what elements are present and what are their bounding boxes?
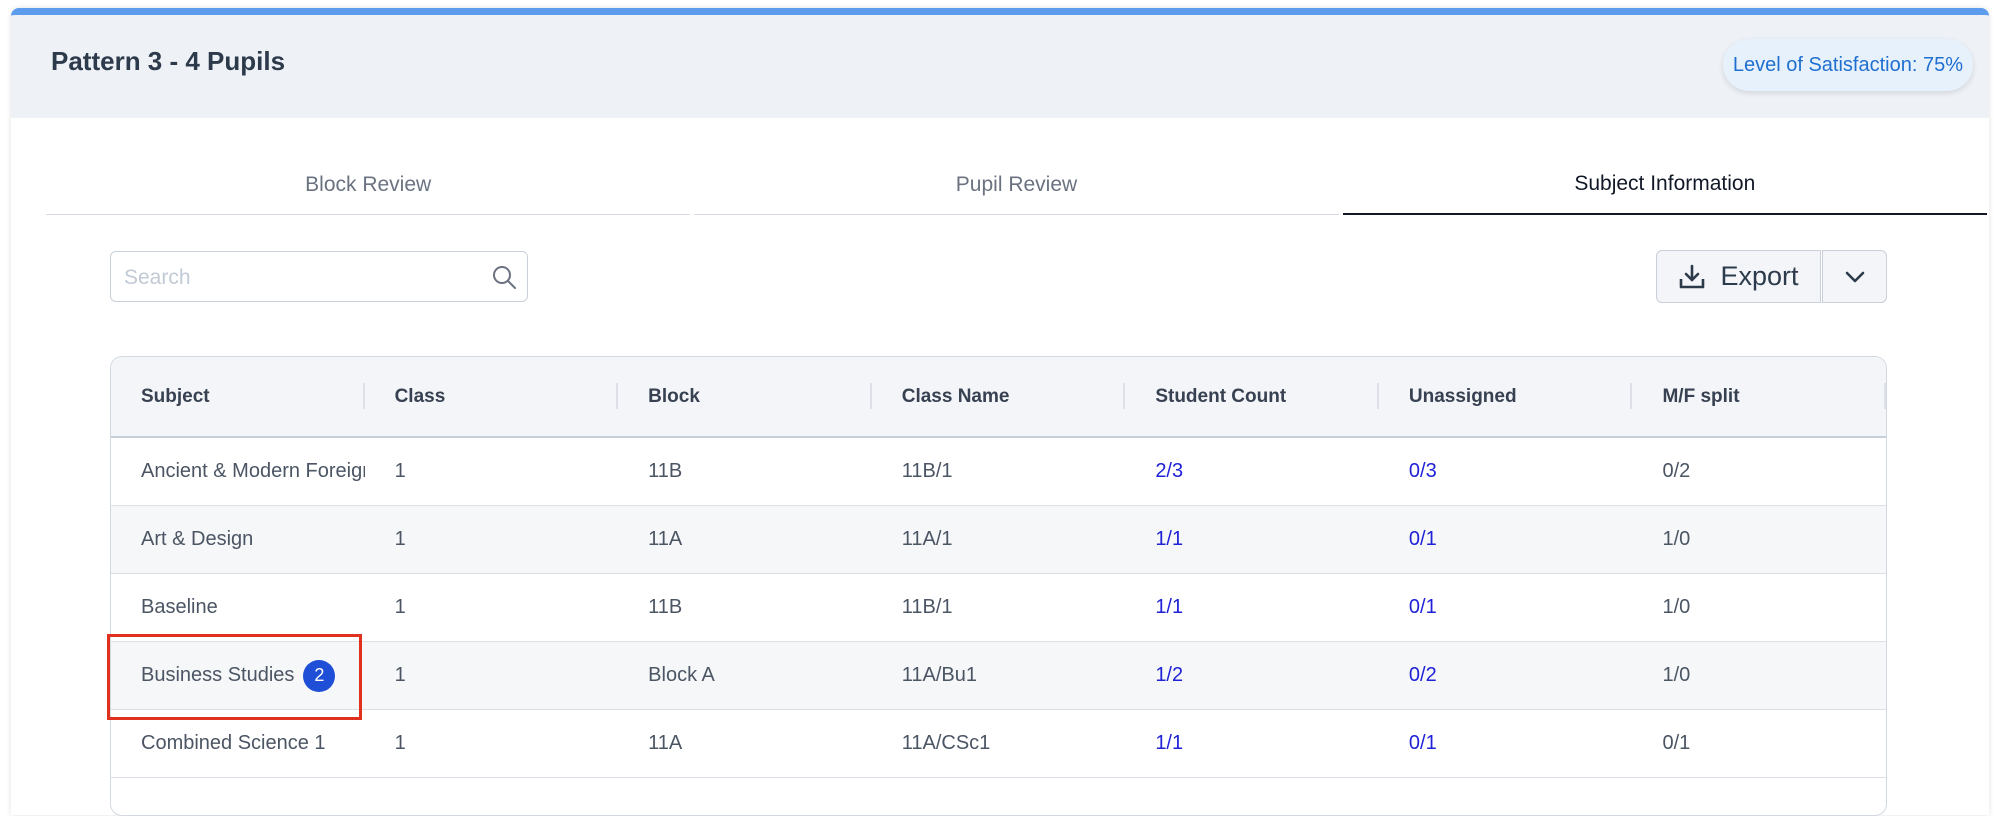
cell-unassigned-link[interactable]: 0/1 bbox=[1408, 528, 1437, 550]
satisfaction-badge: Level of Satisfaction: 75% bbox=[1722, 39, 1973, 91]
table-row[interactable]: Combined Science 1 1 11A 11A/CSc1 1/1 0/… bbox=[111, 710, 1886, 778]
cell-subject: Ancient & Modern Foreign Languages bbox=[141, 460, 365, 482]
cell-mf-split: 1/0 bbox=[1662, 664, 1691, 686]
cell-subject: Baseline bbox=[141, 596, 218, 618]
cell-class-name: 11A/CSc1 bbox=[901, 732, 991, 754]
cell-unassigned-link[interactable]: 0/2 bbox=[1408, 664, 1437, 686]
column-header-unassigned[interactable]: Unassigned bbox=[1379, 357, 1633, 436]
column-header-block[interactable]: Block bbox=[618, 357, 872, 436]
tab-subject-information[interactable]: Subject Information bbox=[1342, 155, 1987, 215]
subject-count-badge[interactable]: 2 bbox=[303, 659, 336, 692]
search-input[interactable] bbox=[111, 252, 486, 303]
tab-block-review[interactable]: Block Review bbox=[46, 155, 691, 215]
cell-subject: Combined Science 1 bbox=[141, 732, 326, 754]
cell-block: 11B bbox=[648, 596, 683, 618]
column-header-subject[interactable]: Subject bbox=[111, 357, 365, 436]
cell-block: 11B bbox=[648, 460, 683, 482]
cell-class: 1 bbox=[394, 528, 406, 550]
export-label: Export bbox=[1720, 261, 1799, 291]
download-icon bbox=[1680, 264, 1705, 288]
cell-mf-split: 0/1 bbox=[1662, 732, 1691, 754]
cell-class: 1 bbox=[394, 732, 406, 754]
tab-bar: Block Review Pupil Review Subject Inform… bbox=[46, 155, 1987, 215]
table-row[interactable]: Business Studies 2 1 Block A 11A/Bu1 1/2… bbox=[111, 642, 1886, 710]
column-header-mf-split[interactable]: M/F split bbox=[1632, 357, 1886, 436]
table-row[interactable]: Art & Design 1 11A 11A/1 1/1 0/1 1/0 bbox=[111, 506, 1886, 574]
cell-block: Block A bbox=[648, 664, 715, 686]
subjects-table: Subject Class Block Class Name Student C… bbox=[110, 356, 1887, 816]
page-title: Pattern 3 - 4 Pupils bbox=[51, 46, 286, 76]
cell-class-name: 11A/Bu1 bbox=[901, 664, 977, 686]
cell-student-count-link[interactable]: 1/2 bbox=[1155, 664, 1184, 686]
table-header: Subject Class Block Class Name Student C… bbox=[111, 357, 1886, 438]
table-row[interactable]: Ancient & Modern Foreign Languages 1 11B… bbox=[111, 438, 1886, 506]
cell-unassigned-link[interactable]: 0/3 bbox=[1408, 460, 1437, 482]
cell-class-name: 11B/1 bbox=[901, 460, 953, 482]
cell-student-count-link[interactable]: 1/1 bbox=[1155, 732, 1184, 754]
cell-subject: Art & Design bbox=[141, 528, 254, 550]
cell-student-count-link[interactable]: 1/1 bbox=[1155, 596, 1184, 618]
export-button[interactable]: Export bbox=[1656, 250, 1821, 303]
cell-class: 1 bbox=[394, 596, 406, 618]
cell-class: 1 bbox=[394, 664, 406, 686]
search-icon[interactable] bbox=[491, 264, 517, 290]
column-header-student-count[interactable]: Student Count bbox=[1125, 357, 1379, 436]
cell-mf-split: 0/2 bbox=[1662, 460, 1691, 482]
chevron-down-icon bbox=[1845, 271, 1864, 282]
tab-pupil-review[interactable]: Pupil Review bbox=[694, 155, 1339, 215]
column-header-class[interactable]: Class bbox=[365, 357, 619, 436]
cell-subject: Business Studies 2 bbox=[111, 642, 365, 709]
cell-block: 11A bbox=[648, 528, 683, 550]
table-row[interactable]: Baseline 1 11B 11B/1 1/1 0/1 1/0 bbox=[111, 574, 1886, 642]
column-header-class-name[interactable]: Class Name bbox=[872, 357, 1126, 436]
cell-mf-split: 1/0 bbox=[1662, 596, 1691, 618]
cell-class-name: 11B/1 bbox=[901, 596, 953, 618]
cell-unassigned-link[interactable]: 0/1 bbox=[1408, 732, 1437, 754]
export-dropdown-button[interactable] bbox=[1822, 250, 1887, 303]
panel-header: Pattern 3 - 4 Pupils Level of Satisfacti… bbox=[11, 15, 1989, 118]
cell-class-name: 11A/1 bbox=[901, 528, 953, 550]
cell-mf-split: 1/0 bbox=[1662, 528, 1691, 550]
cell-student-count-link[interactable]: 1/1 bbox=[1155, 528, 1184, 550]
cell-block: 11A bbox=[648, 732, 683, 754]
cell-class: 1 bbox=[394, 460, 406, 482]
cell-student-count-link[interactable]: 2/3 bbox=[1155, 460, 1184, 482]
search-box bbox=[110, 251, 528, 303]
cell-unassigned-link[interactable]: 0/1 bbox=[1408, 596, 1437, 618]
